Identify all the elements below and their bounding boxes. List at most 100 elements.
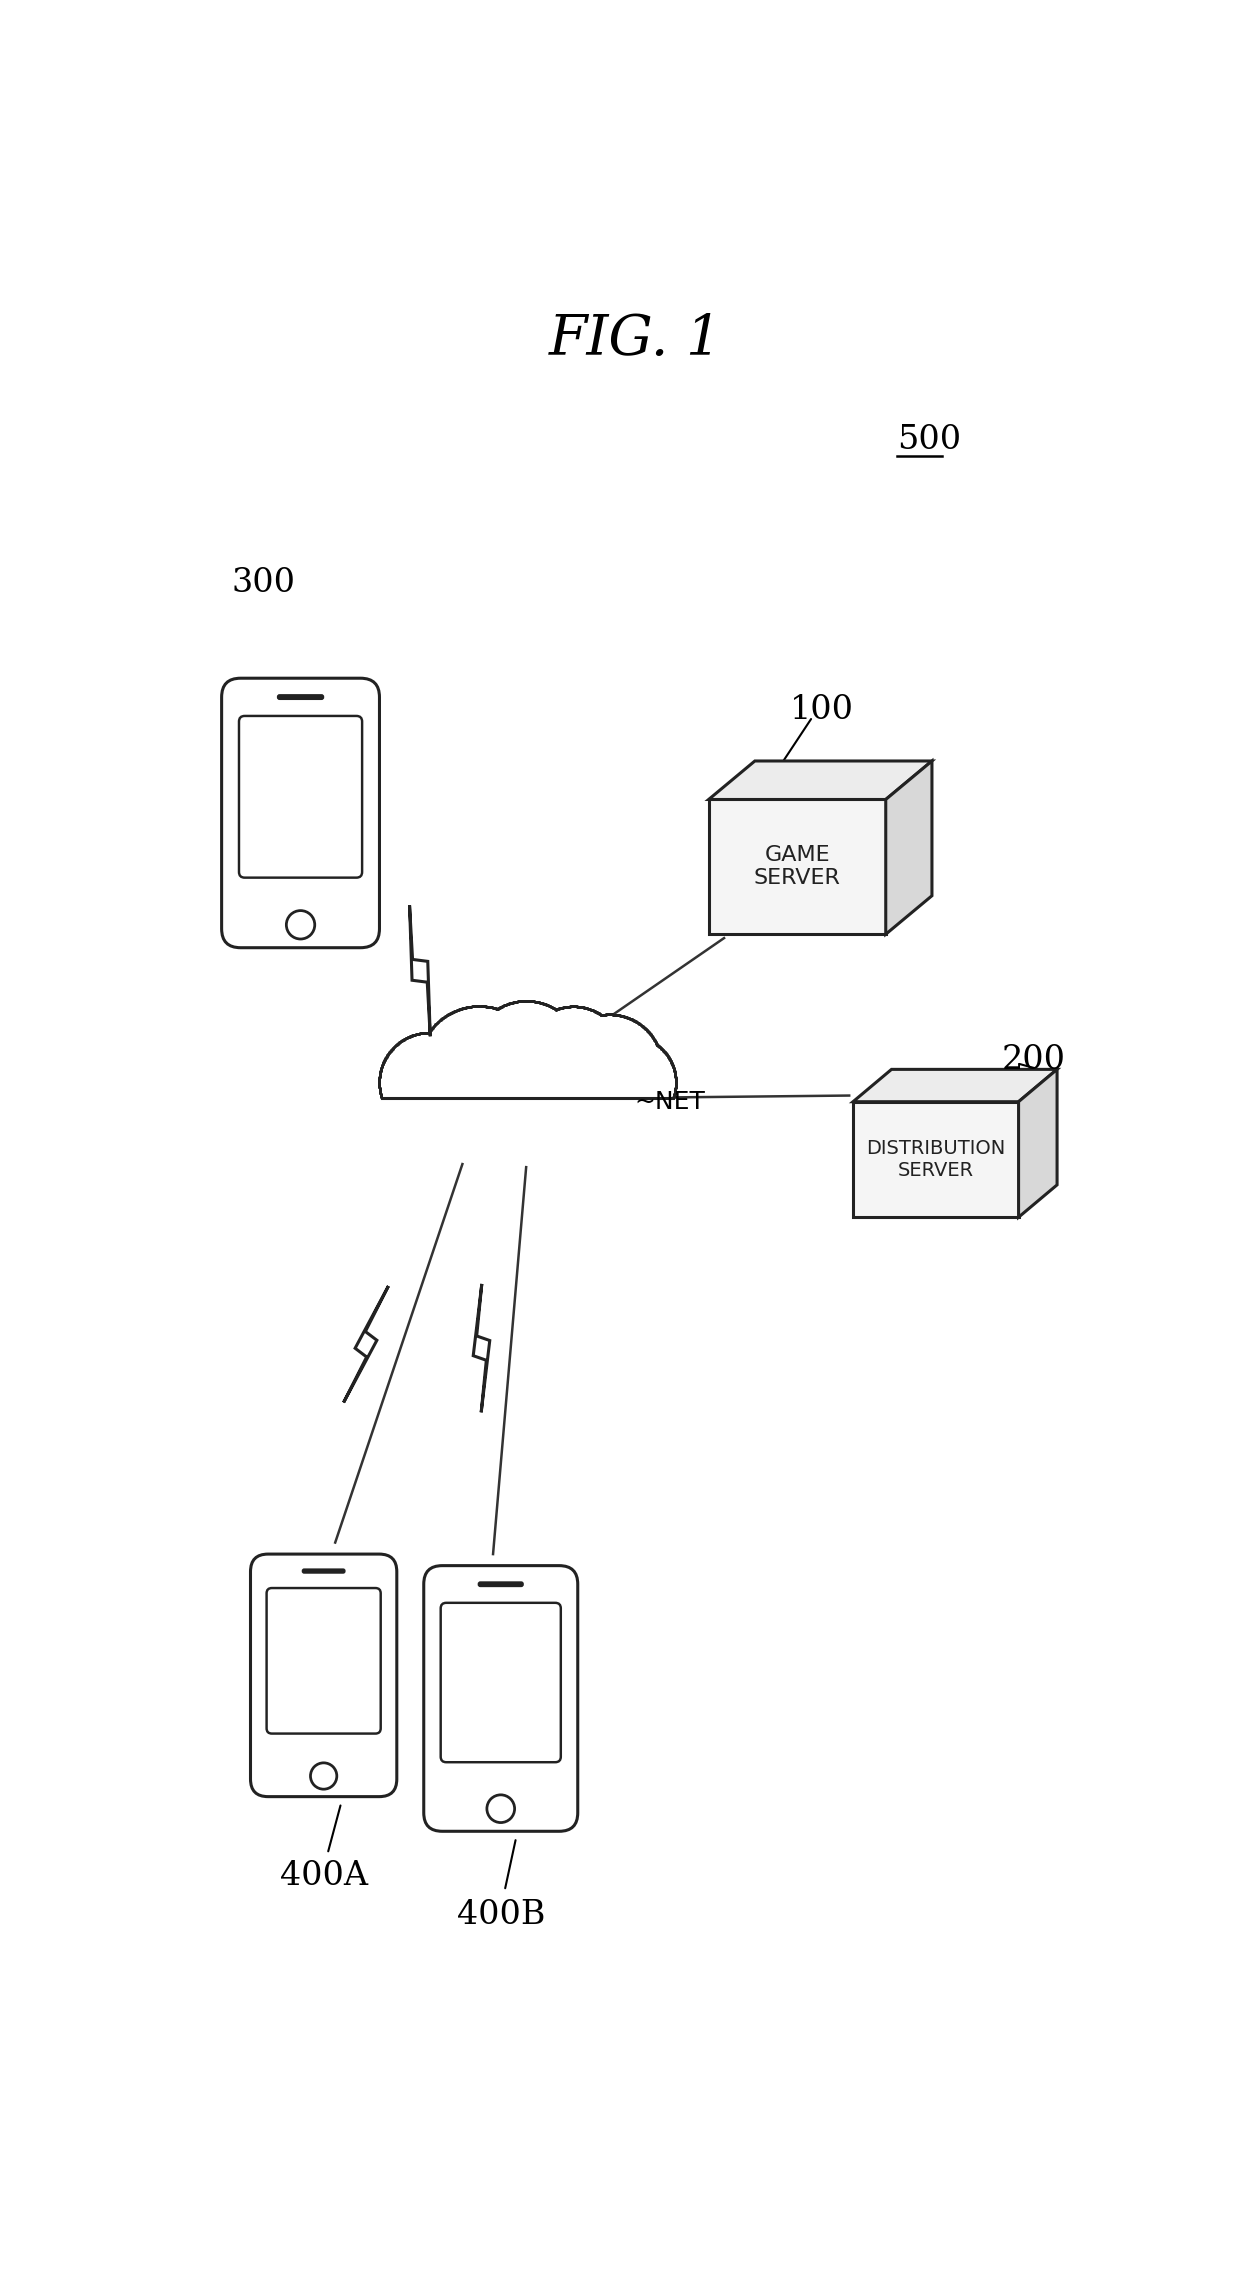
Point: [377, 1036, 397, 1073]
Point: [544, 991, 564, 1027]
Point: [463, 989, 482, 1025]
Point: [370, 1068, 389, 1105]
Point: [394, 1021, 414, 1057]
Point: [410, 1016, 430, 1052]
Point: [370, 1062, 389, 1098]
Point: [645, 1023, 665, 1059]
Point: [538, 986, 558, 1023]
Point: [370, 1068, 389, 1105]
Point: [663, 1050, 683, 1087]
Point: [568, 989, 588, 1025]
Point: [588, 995, 608, 1032]
Point: [573, 989, 593, 1025]
Point: [370, 1059, 389, 1096]
Point: [377, 1036, 397, 1073]
FancyBboxPatch shape: [368, 1080, 645, 1112]
Point: [611, 998, 631, 1034]
Point: [463, 989, 482, 1025]
Point: [587, 993, 606, 1030]
Point: [389, 1023, 409, 1059]
Point: [563, 989, 583, 1025]
Point: [663, 1080, 683, 1116]
Point: [413, 1014, 433, 1050]
Point: [523, 984, 543, 1021]
Point: [629, 1005, 649, 1041]
FancyBboxPatch shape: [222, 678, 379, 947]
Point: [374, 1043, 394, 1080]
Point: [373, 1046, 393, 1082]
Point: [619, 1000, 639, 1036]
Point: [407, 1016, 427, 1052]
Point: [574, 989, 594, 1025]
Point: [506, 984, 526, 1021]
Point: [464, 989, 484, 1025]
Point: [624, 1002, 644, 1039]
Point: [506, 984, 526, 1021]
Point: [370, 1062, 389, 1098]
Point: [505, 984, 525, 1021]
Point: [666, 1059, 686, 1096]
Point: [458, 989, 477, 1025]
Point: [604, 995, 624, 1032]
Point: [629, 1005, 649, 1041]
Point: [371, 1075, 391, 1112]
Point: [520, 982, 539, 1018]
Point: [539, 989, 559, 1025]
Point: [665, 1073, 684, 1110]
Point: [418, 1014, 438, 1050]
Point: [492, 989, 512, 1025]
Point: [487, 991, 507, 1027]
Point: [384, 1027, 404, 1064]
Point: [637, 1011, 657, 1048]
Point: [371, 1050, 391, 1087]
Point: [598, 995, 618, 1032]
Point: [436, 998, 456, 1034]
Point: [647, 1027, 667, 1064]
Point: [666, 1071, 686, 1107]
Point: [553, 989, 573, 1025]
Point: [387, 1025, 407, 1062]
Point: [460, 989, 480, 1025]
Point: [413, 1014, 433, 1050]
Point: [579, 991, 599, 1027]
Point: [422, 1011, 441, 1048]
Point: [443, 993, 463, 1030]
Point: [634, 1009, 653, 1046]
Point: [574, 989, 594, 1025]
Point: [523, 984, 543, 1021]
Point: [660, 1041, 680, 1078]
Point: [544, 991, 564, 1027]
Point: [379, 1034, 399, 1071]
Point: [642, 1018, 662, 1055]
Point: [549, 991, 569, 1027]
Point: [562, 989, 582, 1025]
Point: [479, 989, 498, 1025]
Point: [639, 1014, 658, 1050]
Point: [537, 986, 557, 1023]
Point: [605, 995, 625, 1032]
Point: [388, 1025, 408, 1062]
Point: [573, 989, 593, 1025]
Point: [479, 989, 498, 1025]
Point: [622, 1002, 642, 1039]
Point: [631, 1007, 651, 1043]
Point: [374, 1041, 394, 1078]
Point: [569, 989, 589, 1025]
Point: [590, 995, 610, 1032]
Point: [635, 1011, 655, 1048]
Point: [487, 991, 507, 1027]
Point: [599, 995, 619, 1032]
Point: [619, 1000, 639, 1036]
Point: [666, 1066, 686, 1103]
Point: [492, 989, 512, 1025]
Point: [640, 1016, 660, 1052]
Point: [663, 1080, 683, 1116]
Point: [591, 998, 611, 1034]
Point: [424, 1009, 444, 1046]
Point: [625, 1002, 645, 1039]
Point: [640, 1014, 660, 1050]
Point: [403, 1016, 423, 1052]
Point: [372, 1048, 392, 1084]
Point: [644, 1021, 663, 1057]
Point: [625, 1002, 645, 1039]
